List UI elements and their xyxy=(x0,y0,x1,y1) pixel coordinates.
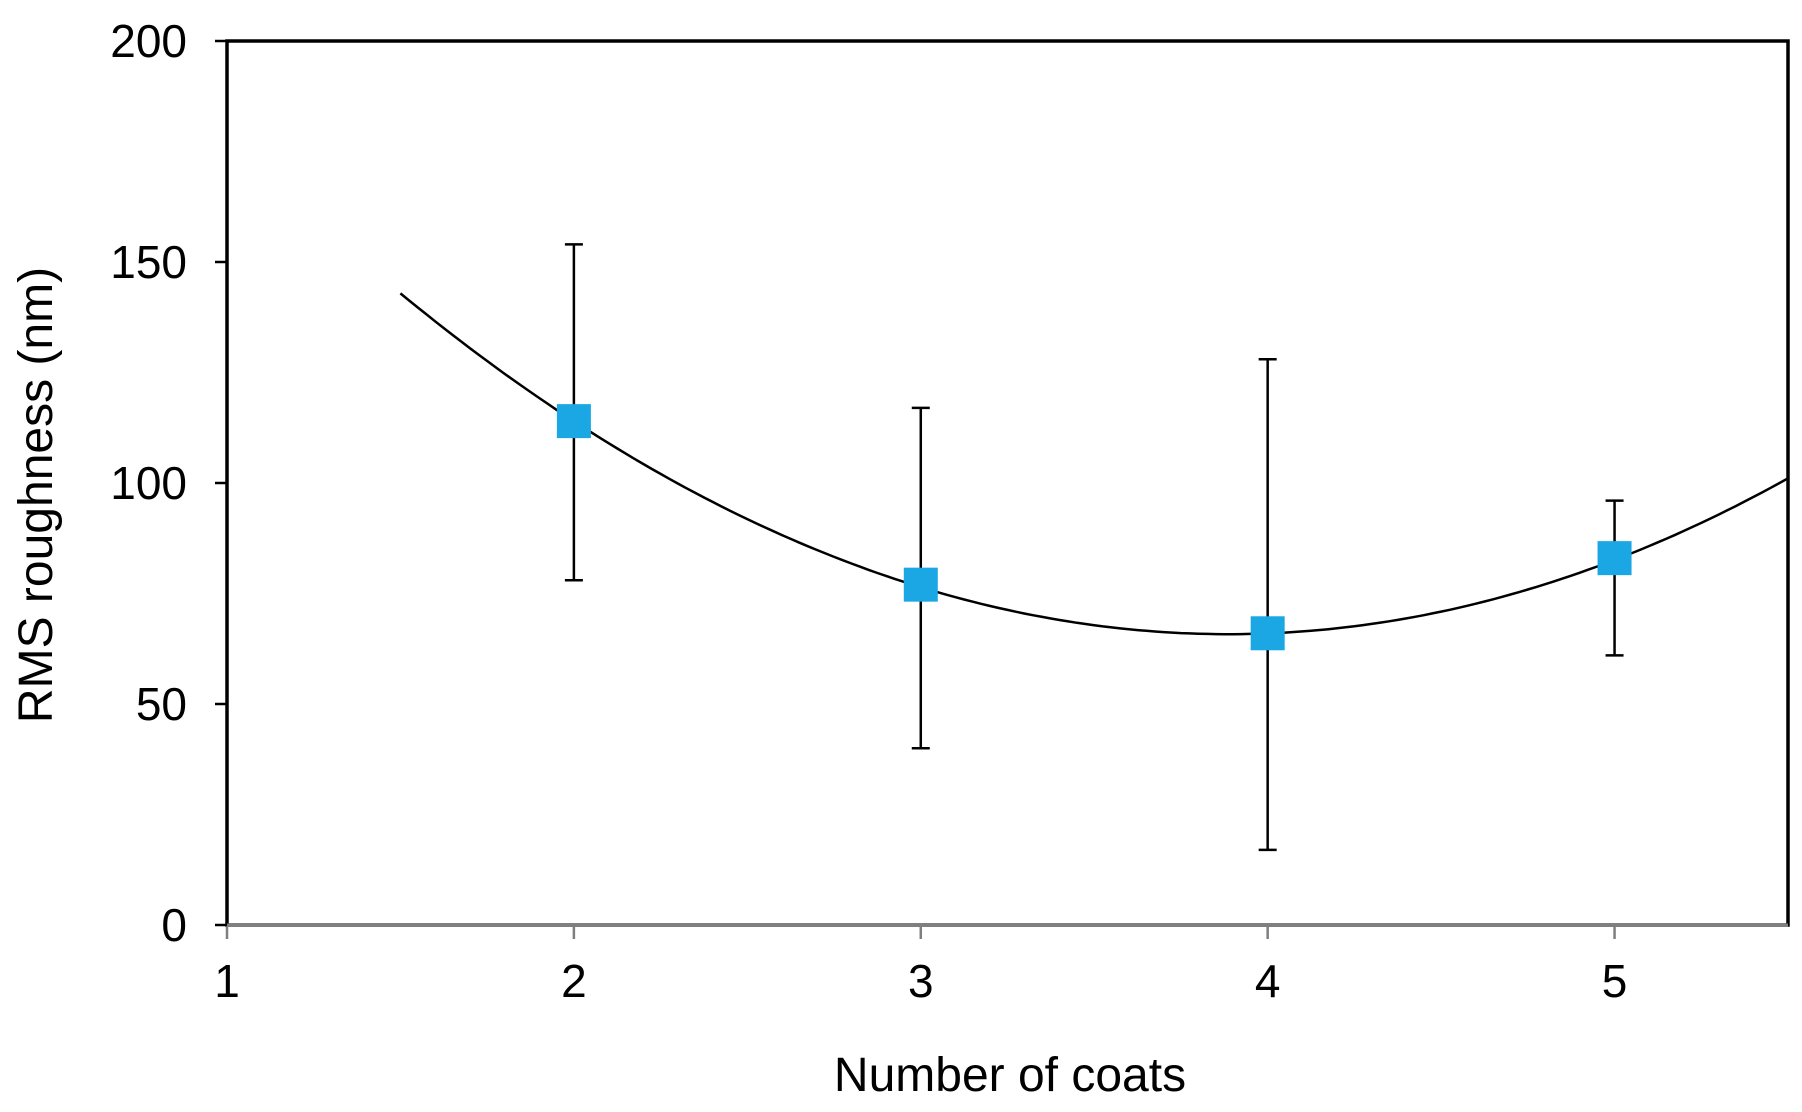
plot-frame-group xyxy=(225,39,1790,927)
x-tick-label: 4 xyxy=(1255,955,1281,1007)
trendline-group xyxy=(399,292,1789,636)
y-tick-label: 200 xyxy=(110,15,187,67)
plot-frame xyxy=(225,39,1790,927)
y-axis-title: RMS roughness (nm) xyxy=(10,267,63,723)
x-axis-title: Number of coats xyxy=(834,1049,1186,1102)
data-point-marker xyxy=(903,567,938,602)
data-point-marker xyxy=(1250,616,1285,651)
y-tick-label: 0 xyxy=(161,899,187,951)
y-tick-label: 100 xyxy=(110,457,187,509)
trendline-curve xyxy=(399,292,1789,636)
data-point-marker xyxy=(556,404,591,439)
x-tick-label: 2 xyxy=(561,955,587,1007)
x-tick-label: 1 xyxy=(214,955,240,1007)
error-bars-group xyxy=(564,243,1624,852)
data-point-marker xyxy=(1597,541,1632,576)
y-tick-label: 50 xyxy=(136,678,187,730)
x-tick-label: 3 xyxy=(908,955,934,1007)
y-tick-label: 150 xyxy=(110,236,187,288)
markers-group xyxy=(556,404,1632,651)
x-tick-label: 5 xyxy=(1602,955,1628,1007)
